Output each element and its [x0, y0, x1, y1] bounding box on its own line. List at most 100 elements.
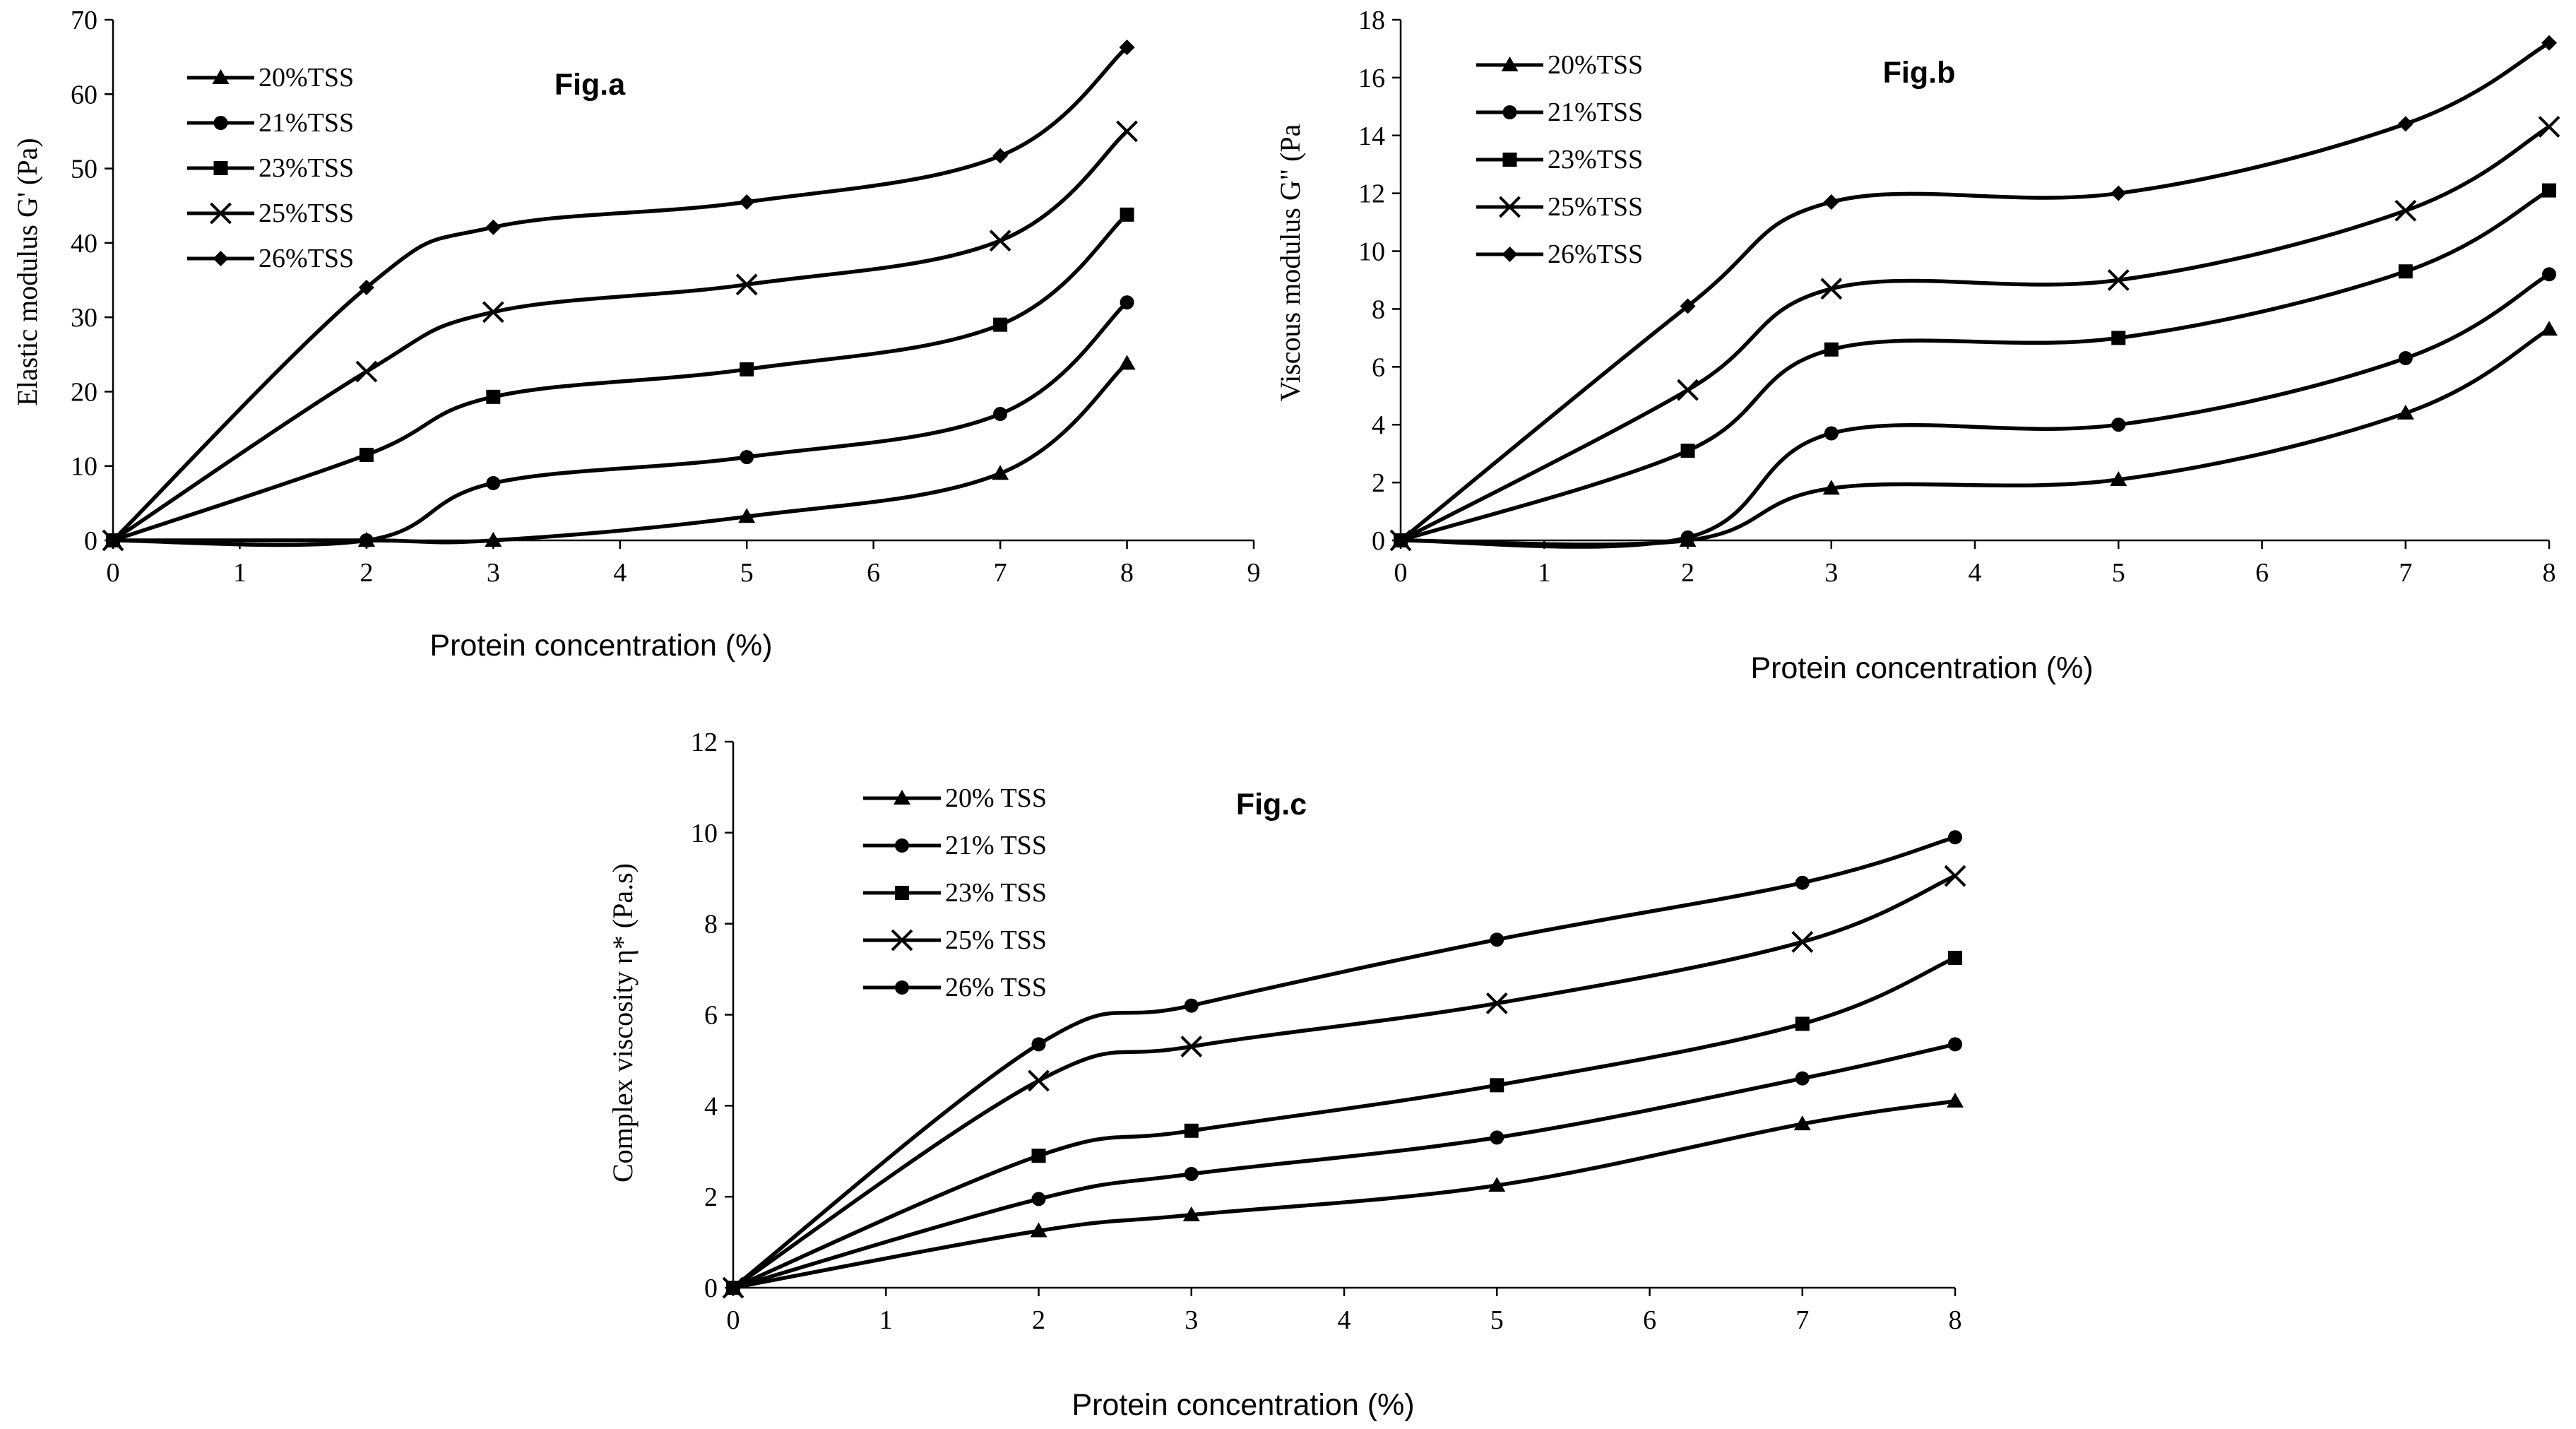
chart-a-data-point: [992, 148, 1009, 164]
chart-b-xtick-label: 3: [1824, 558, 1838, 588]
legend-label: 26%TSS: [1548, 239, 1643, 269]
legend-label: 25%TSS: [1548, 192, 1643, 222]
chart-c-xtick-label: 3: [1185, 1305, 1198, 1335]
chart-b-legend-item: 26%TSS: [1476, 239, 1643, 269]
chart-b-ytick-label: 12: [1358, 179, 1385, 209]
chart-a-legend-item: 23%TSS: [187, 153, 354, 183]
chart-b-ylabel: Viscous modulus G" (Pa: [1274, 124, 1306, 401]
chart-c-ylabel: Complex viscosity η* (Pa.s): [607, 863, 639, 1182]
chart-c-series-1: [725, 1092, 1964, 1294]
chart-b-legend-item: 23%TSS: [1476, 145, 1643, 174]
legend-label: 25%TSS: [259, 198, 354, 228]
legend-marker: [213, 251, 229, 266]
legend-marker: [1502, 153, 1517, 167]
chart-a-legend-item: 26%TSS: [187, 244, 354, 273]
chart-a-legend-item: 21%TSS: [187, 108, 354, 138]
chart-b-data-point: [2110, 471, 2127, 487]
chart-b-data-point: [2542, 267, 2556, 282]
chart-c-legend-item: 26% TSS: [863, 973, 1047, 1002]
legend-label: 23%TSS: [1548, 145, 1643, 174]
chart-c-xtick-label: 6: [1643, 1305, 1656, 1335]
legend-label: 21% TSS: [945, 831, 1047, 860]
chart-c-xtick-label: 7: [1796, 1305, 1809, 1335]
legend-marker: [894, 790, 910, 805]
chart-b-xtick-label: 8: [2543, 558, 2556, 588]
chart-b-ytick-label: 14: [1358, 121, 1385, 151]
chart-b-series-5: [1393, 35, 2557, 548]
chart-c-ytick-label: 10: [691, 819, 718, 848]
chart-b-ytick-label: 6: [1372, 352, 1385, 382]
chart-a-ytick-label: 20: [71, 377, 97, 407]
chart-b-legend-item: 25%TSS: [1476, 192, 1643, 222]
chart-a-ytick-label: 70: [71, 6, 97, 35]
chart-b-data-point: [1680, 298, 1696, 314]
legend-marker: [213, 116, 228, 130]
legend-label: 25% TSS: [945, 925, 1047, 955]
chart-b-xtick-label: 1: [1538, 558, 1551, 588]
legend-label: 20%TSS: [1548, 50, 1643, 80]
chart-a-xtick-label: 8: [1120, 558, 1134, 588]
chart-b-ytick-label: 10: [1358, 237, 1385, 267]
chart-b-ytick-label: 8: [1372, 295, 1385, 324]
chart-b-title: Fig.b: [1883, 56, 1956, 90]
chart-c-title: Fig.c: [1236, 788, 1307, 822]
chart-c-xtick-label: 2: [1032, 1305, 1045, 1335]
chart-b-xlabel: Protein concentration (%): [1750, 651, 2093, 685]
chart-b-xtick-label: 6: [2255, 558, 2269, 588]
legend-marker: [1502, 247, 1518, 262]
chart-c-data-point: [1184, 1123, 1199, 1138]
chart-a-data-point: [486, 475, 501, 490]
chart-a-ytick-label: 0: [84, 526, 97, 556]
legend-marker: [1502, 105, 1517, 119]
chart-b-data-point: [1824, 342, 1839, 357]
chart-c-data-point: [1795, 875, 1810, 890]
chart-c-data-point: [1184, 1166, 1199, 1181]
chart-c-ytick-label: 8: [704, 910, 718, 939]
chart-c-legend-item: 25% TSS: [863, 925, 1047, 955]
chart-b-data-point: [2541, 35, 2557, 51]
chart-a-data-point: [359, 447, 374, 462]
chart-b-ytick-label: 16: [1358, 64, 1385, 93]
chart-a-ytick-label: 40: [71, 229, 97, 259]
chart-c-xtick-label: 5: [1490, 1305, 1504, 1335]
chart-a-ylabel: Elastic modulus G' (Pa): [11, 138, 43, 405]
chart-c-data-point: [726, 1281, 740, 1295]
chart-a-series-5: [105, 39, 1135, 548]
chart-a-data-point: [1120, 207, 1134, 222]
chart-a-data-point: [739, 194, 755, 210]
chart-b-data-point: [1680, 530, 1695, 545]
chart-a-xlabel: Protein concentration (%): [429, 629, 772, 663]
chart-a-xtick-label: 2: [360, 558, 373, 588]
legend-marker: [210, 202, 232, 225]
chart-c-data-point: [1795, 1016, 1810, 1031]
chart-c-legend-item: 23% TSS: [863, 878, 1047, 908]
chart-a-data-point: [486, 389, 501, 404]
chart-b-data-point: [2111, 331, 2126, 345]
legend-marker: [212, 69, 230, 84]
chart-b-data-point: [1822, 480, 1840, 495]
chart-c-series-5: [726, 830, 1962, 1295]
chart-a: Fig.a Protein concentration (%) Elastic …: [11, 6, 1261, 663]
chart-b-data-point: [2397, 116, 2414, 132]
chart-b-xtick-label: 4: [1969, 558, 1982, 588]
chart-b-data-point: [2107, 269, 2130, 291]
chart-c-data-point: [1791, 931, 1814, 953]
chart-a-data-point: [993, 317, 1008, 332]
chart-a-series-2: [106, 295, 1134, 547]
chart-c-data-point: [1795, 1071, 1810, 1086]
chart-c-data-point: [1490, 1130, 1504, 1145]
chart-a-data-point: [105, 533, 121, 548]
chart-c-xtick-label: 0: [727, 1305, 740, 1335]
chart-a-data-point: [485, 219, 501, 235]
chart-a-ytick-label: 60: [71, 80, 97, 109]
chart-a-data-point: [992, 465, 1009, 480]
legend-marker: [895, 980, 909, 995]
chart-a-xtick-label: 1: [233, 558, 247, 588]
legend-marker: [1499, 196, 1521, 218]
chart-c-data-point: [1490, 1078, 1504, 1093]
chart-a-data-point: [359, 533, 374, 547]
chart-c-data-point: [1793, 1115, 1811, 1131]
legend-label: 20%TSS: [259, 63, 354, 93]
chart-a-xtick-label: 3: [487, 558, 500, 588]
